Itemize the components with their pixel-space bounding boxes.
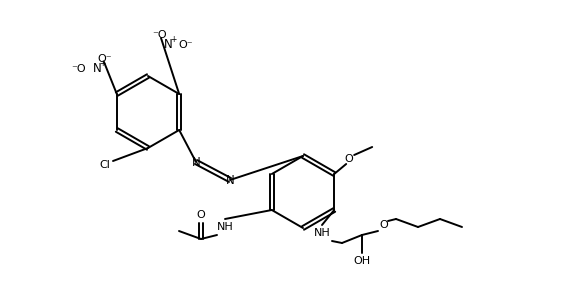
Text: O: O (380, 220, 388, 230)
Text: N: N (164, 38, 172, 52)
Text: N: N (192, 156, 201, 168)
Text: NH: NH (217, 222, 233, 232)
Text: O⁻: O⁻ (178, 40, 193, 50)
Text: N: N (226, 173, 234, 187)
Text: +: + (99, 60, 105, 69)
Text: OH: OH (353, 256, 370, 266)
Text: ⁻O: ⁻O (72, 64, 86, 74)
Text: O: O (345, 154, 353, 164)
Text: NH: NH (314, 228, 331, 238)
Text: O⁻: O⁻ (97, 54, 112, 64)
Text: +: + (170, 35, 176, 44)
Text: ⁻O: ⁻O (153, 30, 168, 40)
Text: O: O (197, 210, 205, 220)
Text: N: N (92, 63, 101, 75)
Text: Cl: Cl (100, 160, 111, 170)
